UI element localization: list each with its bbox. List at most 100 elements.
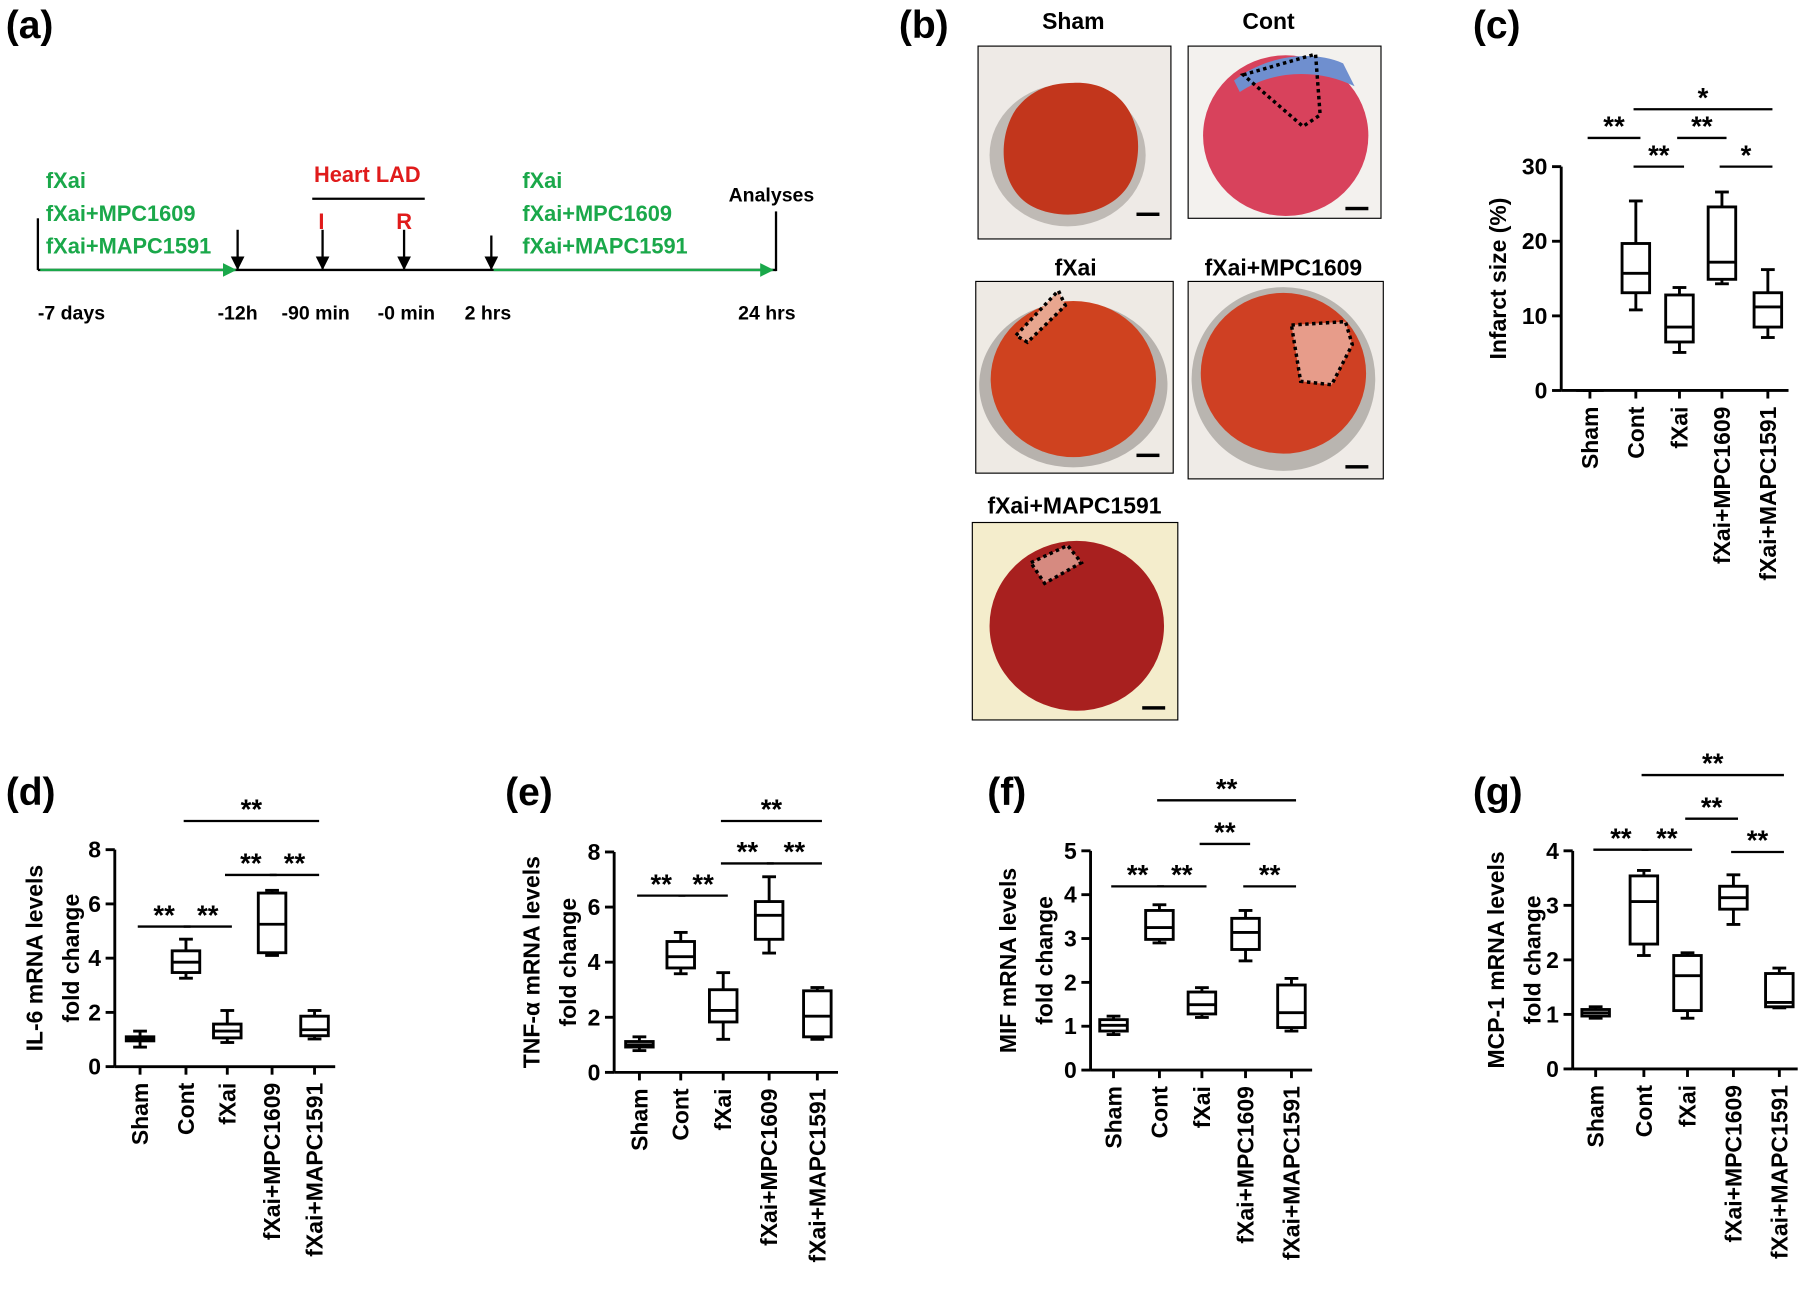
time-label: -90 min [282,303,350,325]
box [665,940,696,970]
time-label: 24 hrs [738,303,796,325]
y-tick-label: 10 [1522,303,1548,329]
significance-label: ** [784,836,806,867]
y-tick-label: 3 [1546,892,1559,918]
time-label: 2 hrs [465,303,512,325]
x-tick-label: fXai+MPC1609 [1233,1086,1259,1243]
box [1276,983,1307,1029]
y-tick-label: 8 [588,839,601,865]
panel-label: (e) [505,771,553,814]
heart-photos [971,45,1384,721]
box [753,900,785,941]
treatment-label: fXai+MPC1609 [46,201,196,226]
x-tick-label: fXai [214,1083,240,1125]
heart-slice [989,540,1165,711]
significance-label: ** [197,899,219,930]
y-tick-label: 2 [88,999,101,1025]
significance-label: * [1741,139,1752,170]
timeline-drawing [36,197,778,277]
treatment-label: fXai+MPC1609 [522,201,672,226]
x-tick-label: fXai+MPC1609 [1720,1085,1746,1242]
significance-label: ** [153,899,175,930]
scale-bar [1142,706,1166,710]
significance-label: ** [737,836,759,867]
photo-label: fXai+MPC1609 [1205,255,1362,281]
x-tick-label: Sham [1577,407,1603,469]
significance-label: ** [650,868,672,899]
panel-label: (d) [6,771,56,814]
y-tick-label: 0 [1064,1057,1077,1083]
time-label: -7 days [38,303,105,325]
infarct-outline [1239,51,1322,129]
photo-label: fXai+MAPC1591 [987,492,1161,518]
box [708,988,739,1024]
y-tick-label: 0 [588,1059,601,1085]
box [1620,242,1652,295]
y-tick-label: 4 [1546,838,1559,864]
photo-label: Cont [1242,8,1295,34]
y-tick-label: 0 [1535,377,1548,403]
y-tick-label: 4 [588,949,601,975]
infarct-outline [1013,287,1068,345]
photo-label: Sham [1042,8,1104,34]
box [802,989,833,1039]
significance-label: ** [1259,859,1281,890]
y-axis-label: MIF mRNA levels [995,868,1021,1053]
x-tick-label: Sham [1583,1085,1609,1147]
y-tick-label: 30 [1522,154,1548,180]
significance-label: ** [1648,139,1670,170]
x-tick-label: Cont [1631,1085,1657,1138]
significance-label: ** [1171,859,1193,890]
y-tick-label: 2 [1064,969,1077,995]
box [1706,205,1738,281]
y-tick-label: 5 [1064,838,1077,864]
y-tick-label: 6 [88,891,101,917]
heart-slice [990,300,1156,458]
x-tick-label: fXai [710,1088,736,1130]
x-tick-label: Cont [668,1088,694,1141]
y-axis-label: IL-6 mRNA levels [21,865,47,1052]
scale-bar [1345,206,1369,211]
significance-label: ** [692,868,714,899]
significance-label: ** [761,794,783,825]
panel-label: (b) [899,4,949,47]
x-tick-label: fXai+MPC1609 [1709,407,1735,564]
box [299,1014,330,1038]
panel-label: (a) [6,4,54,47]
x-tick-label: fXai+MAPC1591 [1755,406,1781,580]
panel-label: (c) [1473,4,1521,47]
heart-slice [1203,55,1369,216]
significance-label: ** [1127,859,1149,890]
y-tick-label: 1 [1546,1001,1559,1027]
scale-bar [1136,212,1160,216]
marker-label: R [396,209,412,234]
box-chart: 0 10 20 30 Infarct size (%) Sham Cont fXai fXai+… [1485,82,1789,581]
panel-label: (g) [1473,771,1523,814]
box-chart: 0 1 2 3 4 5 MIF mRNA levels fold change Sham Cont… [995,773,1313,1260]
box [1664,293,1695,344]
y-tick-label: 2 [588,1004,601,1030]
photo-label: fXai [1055,255,1097,281]
treatment-label: fXai [46,168,86,193]
x-tick-label: fXai+MAPC1591 [302,1082,328,1256]
endpoint-label: Analyses [729,184,815,206]
time-label: -12h [218,303,258,325]
y-tick-label: 1 [1064,1013,1077,1039]
y-tick-label: 2 [1546,947,1559,973]
heart-slice [1200,292,1367,454]
significance-label: ** [240,848,262,879]
x-tick-label: fXai+MPC1609 [756,1088,782,1245]
marker-label: I [318,209,324,234]
box [1672,954,1703,1013]
y-tick-label: 0 [88,1054,101,1080]
y-axis-label: fold change [58,894,84,1023]
x-tick-label: fXai+MAPC1591 [1278,1086,1304,1260]
significance-label: ** [1691,111,1713,142]
y-tick-label: 8 [88,837,101,863]
y-axis-label: fold change [555,898,581,1027]
significance-label: ** [1747,825,1769,856]
x-tick-label: fXai [1675,1085,1701,1127]
infarct-outline [1028,543,1084,586]
x-tick-label: fXai [1666,407,1692,449]
y-tick-label: 4 [88,945,101,971]
